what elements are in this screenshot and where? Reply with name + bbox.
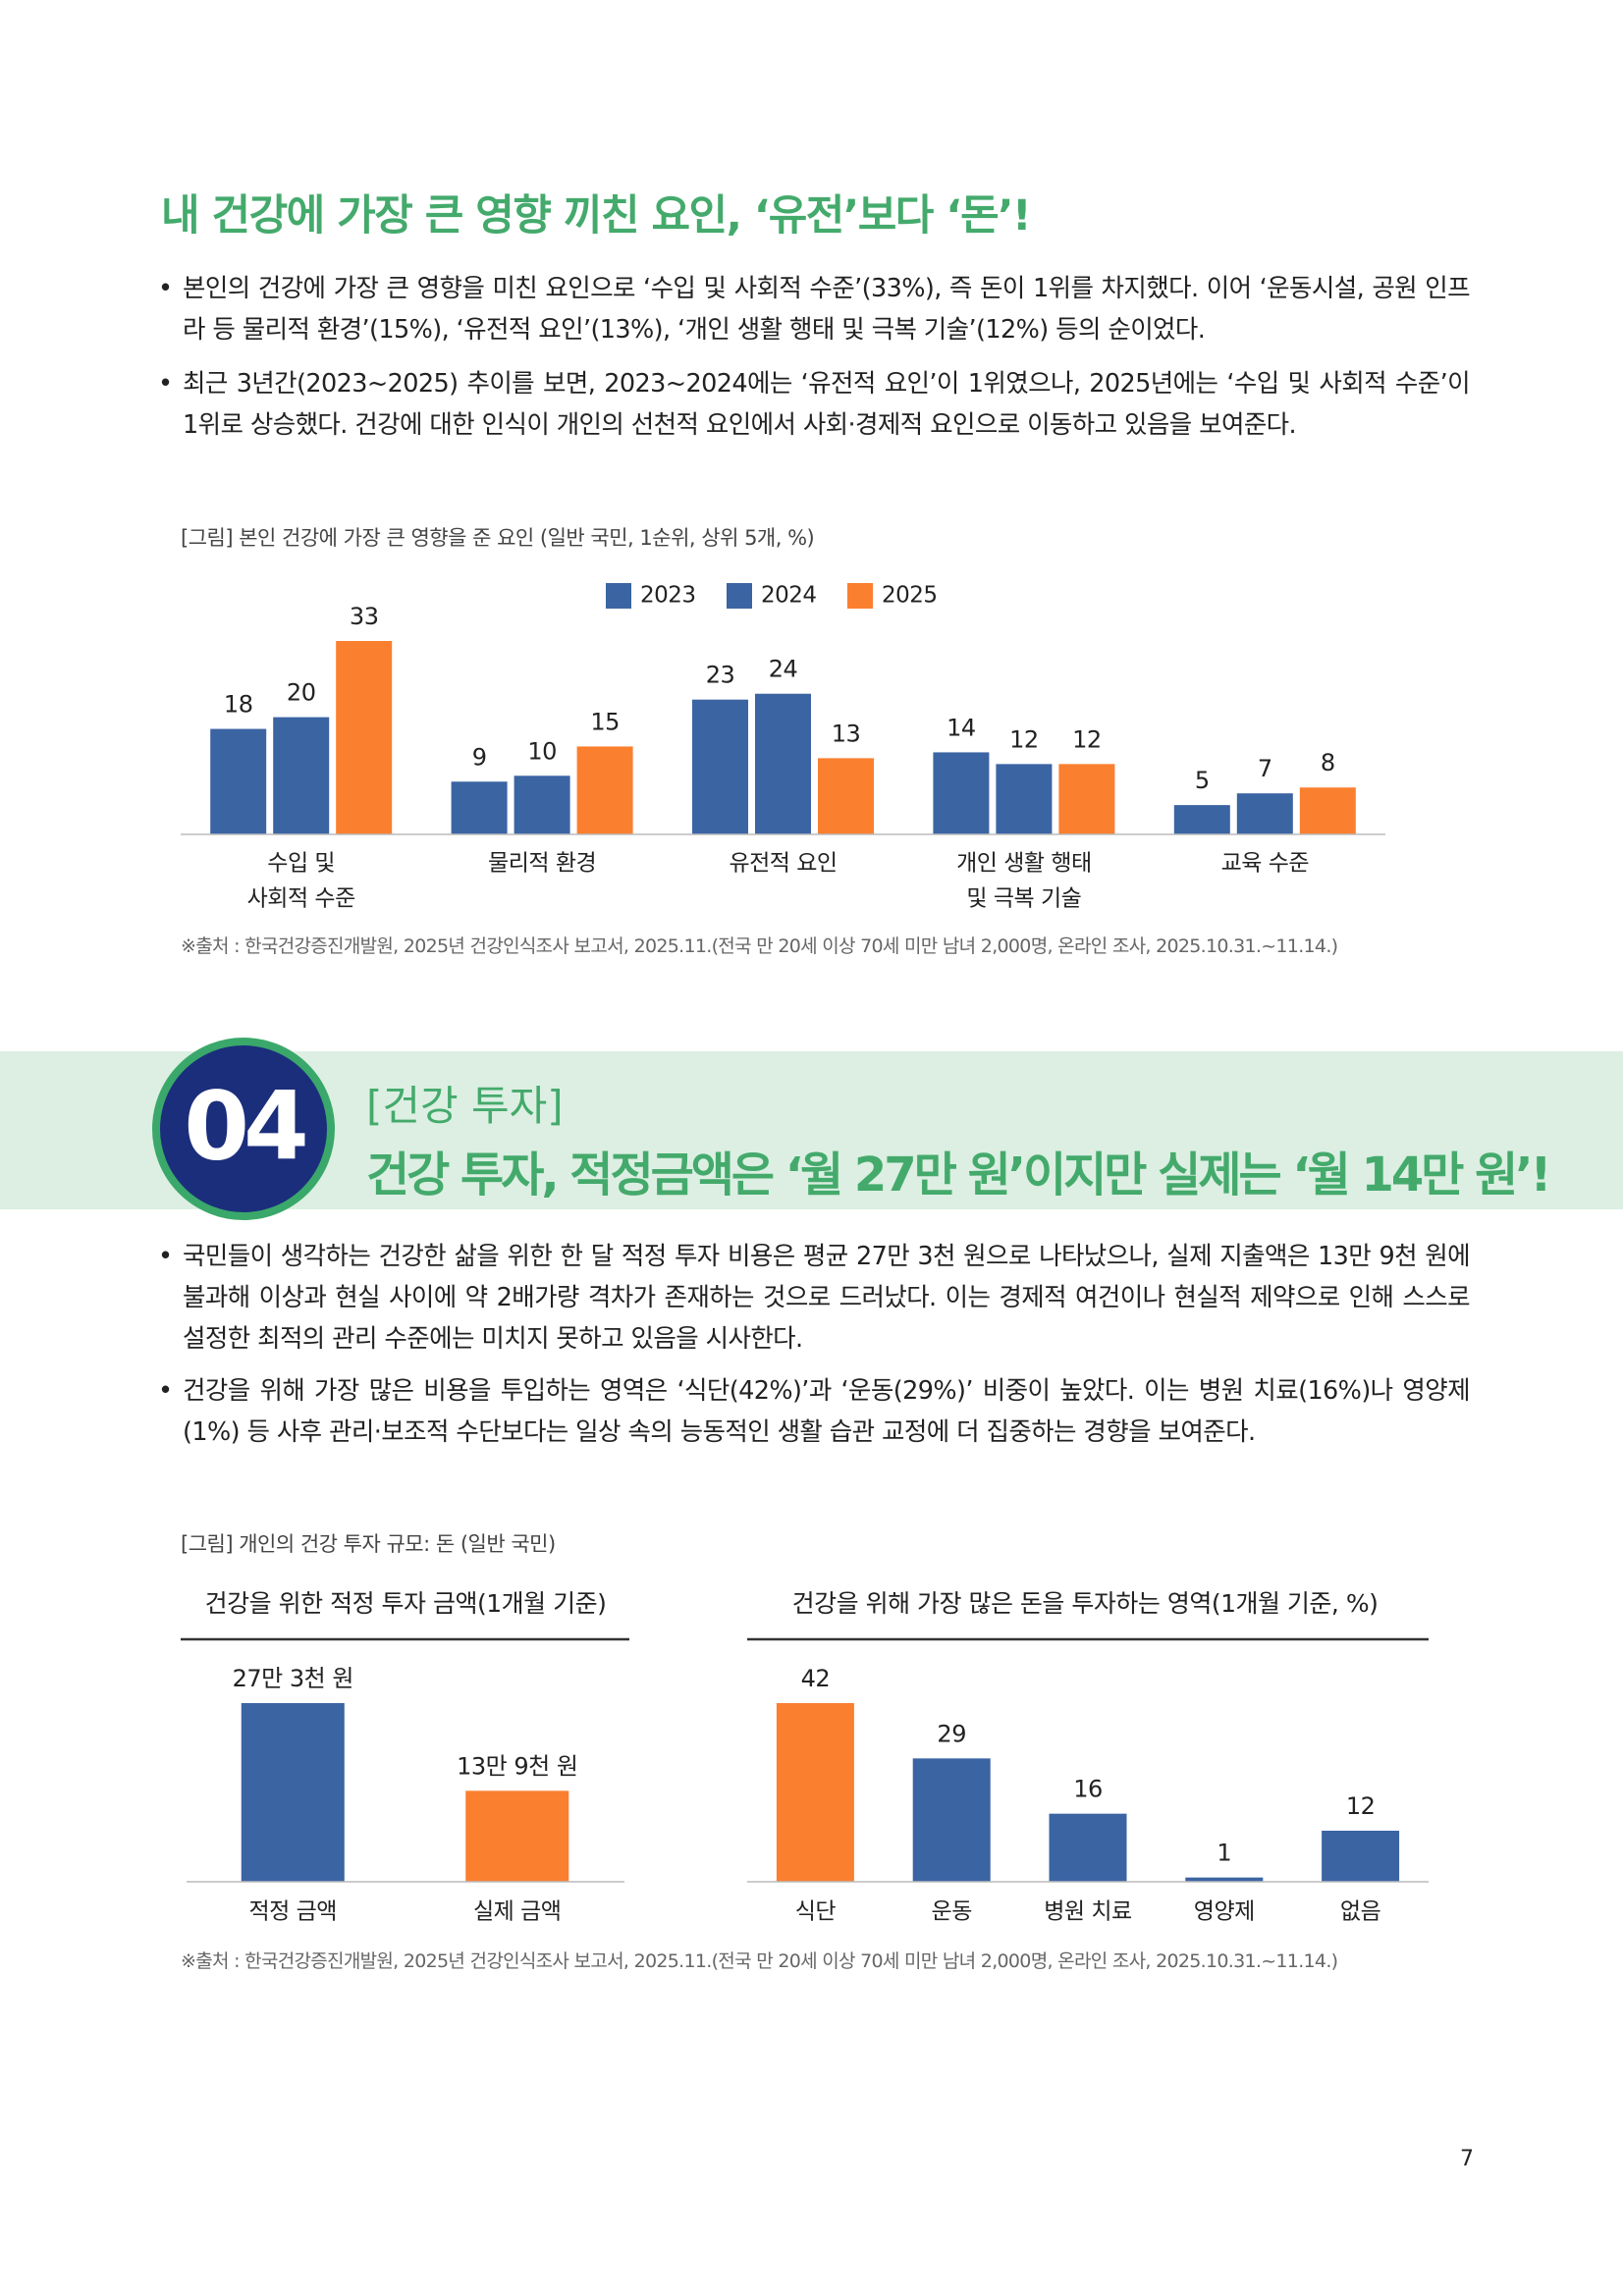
value-label: 29	[937, 1720, 966, 1747]
x-tick-label: 유전적 요인	[729, 851, 837, 877]
bullet: 국민들이 생각하는 건강한 삶을 위한 한 달 적정 투자 비용은 평균 27만…	[158, 1236, 1471, 1360]
x-tick-label: 수입 및	[267, 851, 335, 877]
value-label: 9	[472, 743, 487, 771]
section-label: [건강 투자]	[366, 1082, 564, 1130]
value-label: 18	[224, 691, 253, 719]
bar	[692, 699, 748, 834]
legend-swatch	[727, 583, 752, 609]
x-tick-label: 물리적 환경	[488, 851, 596, 877]
section-title: 내 건강에 가장 큰 영향 끼친 요인, ‘유전’보다 ‘돈’!	[161, 191, 1032, 240]
value-label: 24	[769, 656, 798, 683]
value-label: 12	[1072, 725, 1102, 753]
badge-number: 04	[184, 1071, 305, 1181]
bar	[576, 746, 633, 834]
legend-label: 2024	[761, 583, 817, 609]
x-tick-label: 사회적 수준	[247, 886, 355, 912]
bar	[514, 775, 570, 834]
x-tick-label: 교육 수준	[1221, 851, 1309, 877]
value-label: 20	[287, 679, 316, 707]
value-label: 23	[706, 662, 735, 689]
page-number: 7	[1460, 2147, 1474, 2171]
bullet: 본인의 건강에 가장 큰 영향을 미친 요인으로 ‘수입 및 사회적 수준’(3…	[158, 268, 1471, 350]
x-tick-label: 및 극복 기술	[966, 886, 1081, 912]
bar	[1049, 1813, 1127, 1882]
value-label: 5	[1195, 767, 1210, 794]
bar	[1236, 793, 1293, 834]
source-note: ※출처 : 한국건강증진개발원, 2025년 건강인식조사 보고서, 2025.…	[181, 1950, 1338, 1972]
figure-caption: [그림] 개인의 건강 투자 규모: 돈 (일반 국민)	[181, 1532, 556, 1556]
chart-title: 건강을 위해 가장 많은 돈을 투자하는 영역(1개월 기준, %)	[792, 1589, 1379, 1618]
bar	[776, 1703, 854, 1882]
bar	[465, 1790, 569, 1882]
bar	[996, 764, 1053, 834]
value-label: 1	[1217, 1840, 1231, 1867]
bar	[755, 693, 811, 834]
bullet: 건강을 위해 가장 많은 비용을 투입하는 영역은 ‘식단(42%)’과 ‘운동…	[158, 1370, 1471, 1453]
x-tick-label: 운동	[932, 1899, 972, 1925]
bar	[1058, 764, 1115, 834]
value-label: 33	[350, 603, 379, 630]
figure-caption: [그림] 본인 건강에 가장 큰 영향을 준 요인 (일반 국민, 1순위, 상…	[181, 526, 815, 550]
x-tick-label: 식단	[795, 1899, 837, 1925]
value-label: 10	[527, 737, 557, 765]
chart-title: 건강을 위한 적정 투자 금액(1개월 기준)	[205, 1589, 607, 1618]
legend-label: 2025	[882, 583, 938, 609]
legend-swatch	[847, 583, 873, 609]
bar	[210, 728, 267, 834]
value-label: 13만 9천 원	[457, 1752, 577, 1780]
bar	[818, 758, 874, 834]
value-label: 16	[1073, 1776, 1103, 1803]
value-label: 27만 3천 원	[233, 1665, 353, 1692]
value-label: 8	[1321, 749, 1335, 776]
bar	[1299, 787, 1356, 834]
x-tick-label: 영양제	[1194, 1899, 1255, 1925]
x-tick-label: 없음	[1340, 1899, 1380, 1925]
bar	[1185, 1877, 1264, 1882]
bar	[451, 781, 508, 834]
legend-label: 2023	[640, 583, 696, 609]
x-tick-label: 실제 금액	[473, 1899, 561, 1925]
value-label: 12	[1009, 725, 1039, 753]
value-label: 14	[947, 714, 976, 741]
legend-swatch	[606, 583, 631, 609]
bar	[1322, 1831, 1400, 1882]
section-title: 건강 투자, 적정금액은 ‘월 27만 원’이지만 실제는 ‘월 14만 원’!	[366, 1148, 1551, 1202]
value-label: 42	[801, 1665, 831, 1692]
x-tick-label: 개인 생활 행태	[956, 851, 1092, 877]
bar	[336, 641, 393, 834]
bar	[241, 1703, 345, 1882]
value-label: 15	[590, 708, 620, 735]
bar	[912, 1758, 991, 1882]
bar	[1173, 805, 1230, 834]
value-label: 13	[832, 720, 861, 747]
bar	[933, 752, 990, 834]
value-label: 7	[1258, 755, 1272, 782]
badge-circle	[152, 1038, 335, 1220]
section-badge: 04	[152, 1038, 335, 1220]
bar	[273, 717, 330, 834]
x-tick-label: 적정 금액	[249, 1899, 337, 1925]
x-tick-label: 병원 치료	[1044, 1899, 1131, 1925]
value-label: 12	[1346, 1792, 1376, 1820]
bullet: 최근 3년간(2023~2025) 추이를 보면, 2023~2024에는 ‘유…	[158, 363, 1471, 446]
source-note: ※출처 : 한국건강증진개발원, 2025년 건강인식조사 보고서, 2025.…	[181, 935, 1338, 957]
